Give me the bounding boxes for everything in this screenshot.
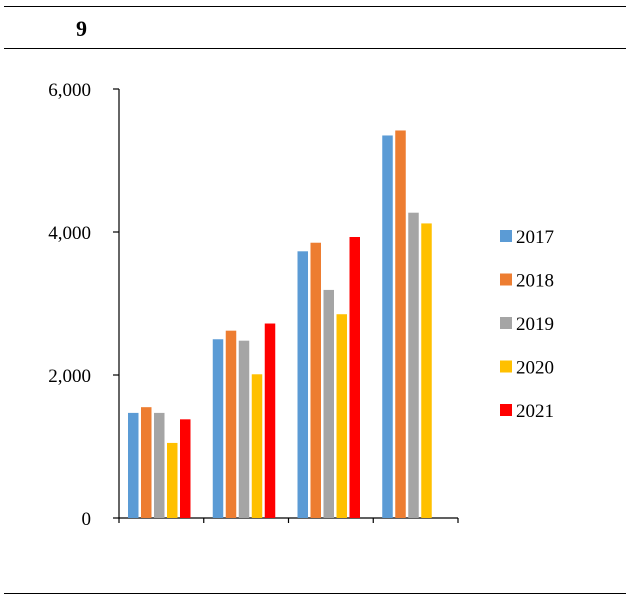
bar-2020-1	[167, 442, 178, 518]
bar-2019-4	[408, 212, 419, 518]
bar-2018-3	[310, 242, 321, 518]
bar-2019-1	[154, 412, 165, 518]
legend-swatch-2018	[500, 273, 512, 286]
legend-label-2017: 2017	[516, 227, 554, 248]
bar-2018-4	[395, 130, 406, 518]
bar-2020-3	[336, 314, 347, 518]
legend-label-2020: 2020	[516, 358, 554, 379]
bar-2017-3	[297, 251, 308, 518]
bar-2018-1	[141, 407, 152, 518]
bar-2020-4	[421, 223, 432, 519]
bar-2019-2	[238, 340, 250, 518]
panel-number: 9	[76, 16, 87, 41]
legend-label-2021: 2021	[516, 401, 554, 422]
legend: 2017 2018 2019 2020 2021	[500, 227, 554, 422]
bar-2021-1	[180, 419, 191, 518]
x-axis	[118, 517, 459, 523]
bar-2021-3	[349, 237, 360, 518]
legend-swatch-2019	[500, 317, 512, 329]
bar-2017-4	[382, 135, 393, 518]
header-row: 9	[4, 7, 626, 49]
bar-2021-2	[264, 323, 276, 518]
y-tick-label: 6,000	[48, 80, 91, 101]
legend-label-2019: 2019	[516, 314, 554, 335]
bar-2017-1	[128, 412, 139, 518]
y-tick-label: 2,000	[48, 366, 91, 387]
legend-label-2018: 2018	[516, 271, 554, 292]
y-tick-label: 0	[82, 509, 92, 530]
bar-2020-2	[251, 374, 263, 518]
legend-swatch-2017	[500, 230, 512, 242]
bar-2019-3	[323, 289, 334, 518]
y-axis: 0 2,000 4,000 6,000	[48, 80, 120, 530]
bars	[128, 130, 432, 519]
legend-swatch-2020	[500, 360, 512, 373]
y-tick-label: 4,000	[48, 223, 91, 244]
bar-2017-2	[212, 339, 224, 518]
legend-swatch-2021	[500, 404, 512, 416]
bar-2018-2	[225, 330, 237, 518]
